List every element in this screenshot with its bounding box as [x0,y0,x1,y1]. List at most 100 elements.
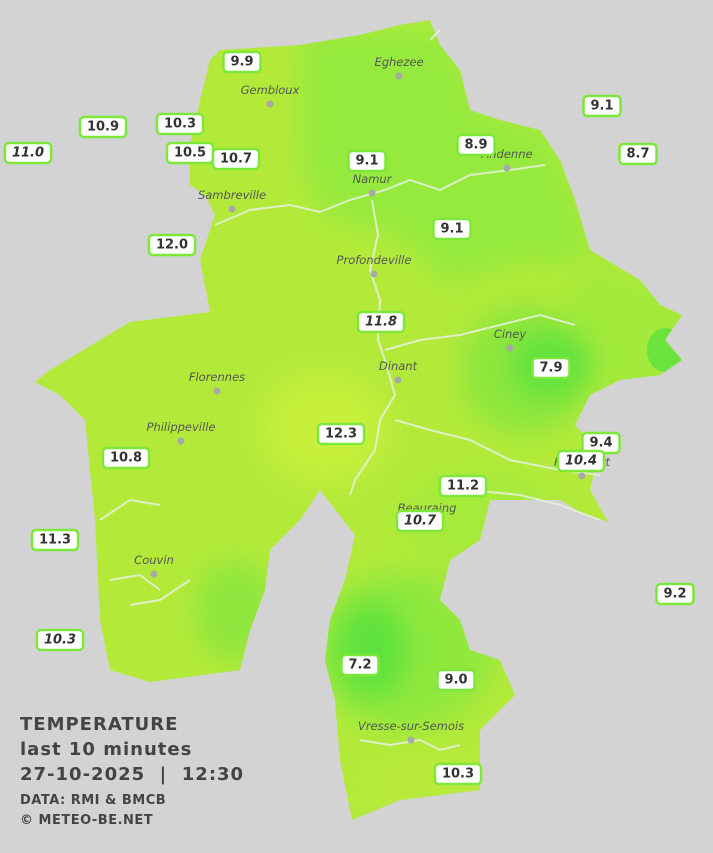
station: 7.2 [340,653,380,677]
town-dot [177,437,185,445]
station-value: 9.0 [444,673,467,688]
station: 10.3 [155,112,205,136]
station-box [222,50,262,74]
station: 10.3 [35,628,85,652]
station-value: 8.9 [464,138,487,153]
station-value: 11.3 [39,533,71,548]
station: 10.7 [211,147,261,171]
town-dot [578,472,586,480]
station-box [436,668,476,692]
town-label: Couvin [134,553,174,567]
station: 9.1 [432,217,472,241]
legend-credit: © METEO-BE.NET [20,813,153,828]
station-box [556,449,606,473]
station: 10.8 [101,446,151,470]
station-value: 10.7 [220,152,252,167]
station-value: 12.3 [325,427,357,442]
station-value: 9.1 [355,154,378,169]
station: 8.7 [618,142,658,166]
station-value: 10.3 [44,633,76,648]
town-dot [506,344,514,352]
town-dot [266,100,274,108]
station: 10.4 [556,449,606,473]
town-dot [395,72,403,80]
legend-period: last 10 minutes [20,739,192,760]
station-box [316,422,366,446]
station-box [432,217,472,241]
station-box [456,133,496,157]
station-box [147,233,197,257]
station-value: 9.4 [589,436,612,451]
town-label: Philippeville [147,420,216,434]
station-box [433,762,483,786]
town-dot [370,270,378,278]
town-dot [228,205,236,213]
station-box [618,142,658,166]
station-box [655,582,695,606]
town-dot [368,189,376,197]
town-dot [407,736,415,744]
station-value: 10.8 [110,451,142,466]
town-label: Dinant [379,359,418,373]
station-box [582,94,622,118]
station-value: 9.1 [590,99,613,114]
station: 9.1 [347,149,387,173]
town-label: Sambreville [198,188,266,202]
station-box [356,310,406,334]
station: 11.0 [3,141,53,165]
station-value: 10.3 [164,117,196,132]
town-dot [394,376,402,384]
station-box [340,653,380,677]
station-box [531,356,571,380]
station-value: 10.4 [565,454,597,469]
station-value: 12.0 [156,238,188,253]
station: 10.9 [78,115,128,139]
town-label: Profondeville [337,253,412,267]
stations: 9.9 10.9 10.3 11.0 10.5 10.7 9.1 8.9 9.1 8.7 9.1 12… [3,50,695,786]
town-label: Florennes [189,370,245,384]
station-box [3,141,53,165]
station-box [35,628,85,652]
station-value: 11.8 [365,315,397,330]
station-value: 9.2 [663,587,686,602]
station: 12.3 [316,422,366,446]
rivers [99,29,601,752]
station-value: 10.9 [87,120,119,135]
station-box [30,528,80,552]
station-value: 10.7 [404,514,437,529]
station-value: 10.5 [174,146,206,161]
legend-title: TEMPERATURE [20,714,178,735]
station: 8.9 [456,133,496,157]
legend-timestamp: 27-10-2025 | 12:30 [20,764,244,785]
station: 11.2 [438,474,488,498]
legend: TEMPERATURE last 10 minutes 27-10-2025 |… [20,714,244,828]
legend-source: DATA: RMI & BMCB [20,793,166,808]
station: 11.8 [356,310,406,334]
station: 7.9 [531,356,571,380]
station-box [78,115,128,139]
station: 10.3 [433,762,483,786]
station: 12.0 [147,233,197,257]
station-box [347,149,387,173]
town-dot [213,387,221,395]
town-label: Namur [353,172,393,186]
town-label: Eghezee [374,55,423,69]
station-box [101,446,151,470]
station-box [395,509,445,533]
town-dot [503,164,511,172]
station: 9.9 [222,50,262,74]
station-value: 9.1 [440,222,463,237]
station-value: 10.3 [442,767,474,782]
station: 11.3 [30,528,80,552]
station-box [211,147,261,171]
station: 9.2 [655,582,695,606]
station-box [438,474,488,498]
station-value: 7.9 [539,361,562,376]
station: 9.1 [582,94,622,118]
town-label: Vresse-sur-Semois [358,719,464,733]
station: 10.5 [165,141,215,165]
station-value: 8.7 [626,147,649,162]
town-label: Ciney [494,327,527,341]
station: 9.0 [436,668,476,692]
